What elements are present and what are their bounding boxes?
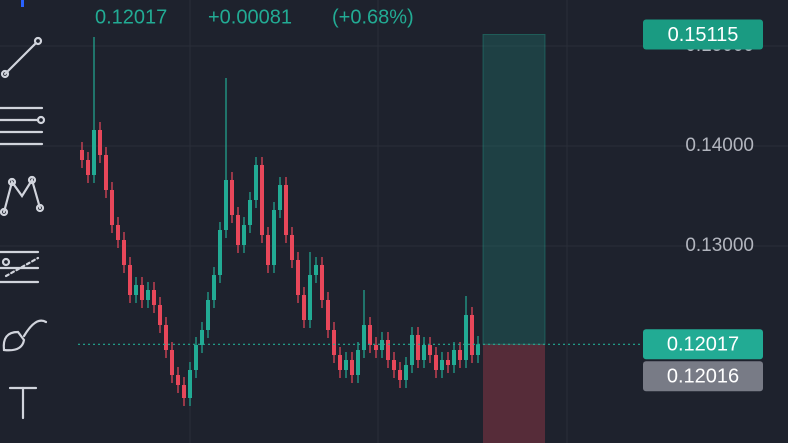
- candle-body: [86, 160, 90, 175]
- candle-body: [248, 200, 252, 225]
- toolbar: [0, 0, 48, 420]
- candle-body: [206, 300, 210, 330]
- candle-body: [188, 370, 192, 398]
- bid-price-label: 0.12016: [667, 366, 739, 388]
- candle-body: [116, 225, 120, 240]
- take-profit-label: 0.15115: [668, 24, 739, 46]
- candle-body: [230, 180, 234, 215]
- y-tick-label: 0.14000: [685, 135, 754, 156]
- candle-body: [98, 130, 102, 155]
- pattern-tool[interactable]: [0, 175, 45, 217]
- candle-body: [410, 335, 414, 365]
- candle-body: [308, 275, 312, 320]
- candle-body: [440, 360, 444, 370]
- candle-body: [356, 350, 360, 375]
- candle-body: [368, 325, 372, 345]
- loss-zone: [483, 344, 545, 443]
- candle-body: [170, 350, 174, 375]
- candle-body: [320, 265, 324, 300]
- take-profit-label-box: [643, 19, 763, 50]
- candle-body: [110, 190, 114, 225]
- bid-price-label-box: [643, 361, 763, 392]
- candle-body: [458, 350, 462, 360]
- text-tool[interactable]: [8, 386, 38, 420]
- last-price-label-box: [643, 329, 763, 360]
- candle-body: [266, 235, 270, 265]
- candle-body: [446, 360, 450, 365]
- header-price: 0.12017: [95, 6, 167, 28]
- candle-body: [212, 275, 216, 300]
- candle-body: [176, 375, 180, 385]
- candle-body: [296, 260, 300, 295]
- candle-body: [122, 240, 126, 265]
- candle-body: [134, 285, 138, 295]
- candle-body: [338, 355, 342, 370]
- candle-body: [140, 285, 144, 300]
- trend-line-tool[interactable]: [0, 36, 43, 79]
- candle-body: [260, 165, 264, 235]
- candle-body: [464, 315, 468, 360]
- candle-body: [224, 180, 228, 230]
- header-change-percent: (+0.68%): [332, 6, 414, 28]
- profit-zone: [482, 34, 546, 345]
- candle-body: [380, 340, 384, 350]
- candle-body: [290, 235, 294, 260]
- candle-body: [362, 325, 366, 350]
- candle-body: [302, 295, 306, 320]
- candle-body: [326, 300, 330, 330]
- candle-body: [476, 344, 480, 355]
- candle-body: [434, 355, 438, 370]
- candle-body: [416, 335, 420, 360]
- candle-body: [314, 265, 318, 275]
- candle-body: [146, 290, 150, 300]
- y-tick-label: 0.13000: [685, 235, 754, 256]
- candle-body: [254, 165, 258, 200]
- candle-body: [404, 365, 408, 380]
- candle-body: [194, 345, 198, 370]
- candle-body: [164, 325, 168, 350]
- candle-body: [218, 230, 222, 275]
- header-change: +0.00081: [208, 6, 292, 28]
- candle-body: [392, 360, 396, 370]
- candle-body: [158, 305, 162, 325]
- candle-body: [422, 345, 426, 360]
- candle-body: [284, 185, 288, 235]
- candle-body: [92, 130, 96, 175]
- candle-body: [428, 345, 432, 355]
- active-indicator: [21, 0, 24, 7]
- candle-body: [128, 265, 132, 295]
- candle-body: [344, 360, 348, 370]
- candle-body: [452, 350, 456, 365]
- candle-body: [80, 150, 84, 160]
- candle-body: [398, 370, 402, 380]
- fib-tool[interactable]: [0, 106, 46, 146]
- candle-body: [374, 345, 378, 350]
- candle-body: [386, 340, 390, 360]
- candle-body: [182, 385, 186, 398]
- candle-body: [278, 185, 282, 210]
- forecast-tool[interactable]: [0, 250, 40, 284]
- last-price-label: 0.12017: [667, 334, 739, 356]
- candle-body: [104, 155, 108, 190]
- candle-body: [332, 330, 336, 355]
- candle-body: [236, 215, 240, 245]
- candle-body: [242, 225, 246, 245]
- candle-body: [470, 315, 474, 355]
- candle-body: [272, 210, 276, 265]
- candle-body: [200, 330, 204, 345]
- brush-tool[interactable]: [2, 319, 48, 352]
- candle-body: [152, 290, 156, 305]
- candle-body: [350, 360, 354, 375]
